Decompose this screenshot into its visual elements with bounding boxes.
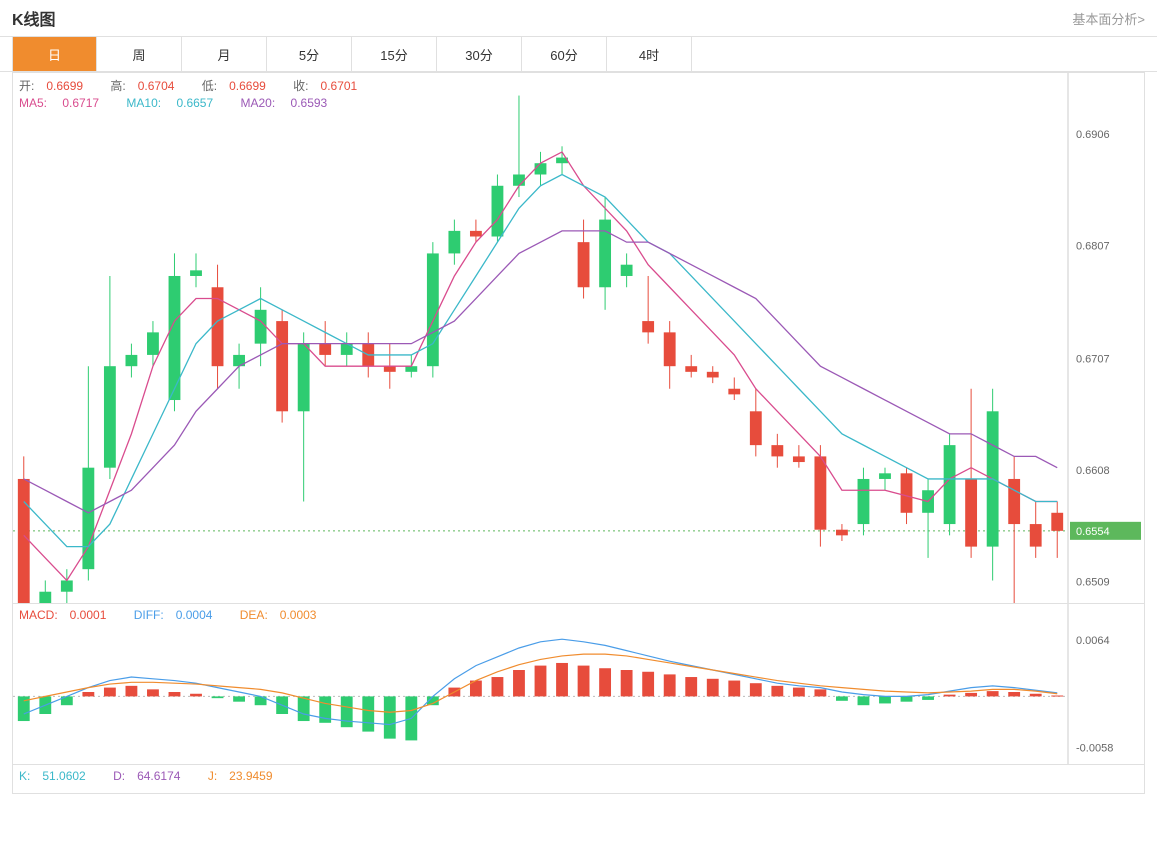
- tab-5分[interactable]: 5分: [267, 37, 352, 71]
- svg-text:0.6554: 0.6554: [1076, 526, 1110, 538]
- macd-info: MACD:0.0001 DIFF:0.0004 DEA:0.0003: [19, 608, 340, 624]
- svg-text:0.6509: 0.6509: [1076, 577, 1110, 589]
- svg-text:0.6807: 0.6807: [1076, 241, 1110, 253]
- kdj-chart[interactable]: K:51.0602 D:64.6174 J:23.9459: [13, 765, 1144, 793]
- svg-text:0.6608: 0.6608: [1076, 465, 1110, 477]
- tab-4时[interactable]: 4时: [607, 37, 692, 71]
- timeframe-tabs: 日周月5分15分30分60分4时: [0, 36, 1157, 72]
- svg-text:0.0064: 0.0064: [1076, 635, 1110, 647]
- tab-30分[interactable]: 30分: [437, 37, 522, 71]
- svg-text:0.6906: 0.6906: [1076, 129, 1110, 141]
- tab-周[interactable]: 周: [97, 37, 182, 71]
- analysis-link[interactable]: 基本面分析>: [1072, 9, 1145, 28]
- candlestick-chart[interactable]: 开:0.6699 高:0.6704 低:0.6699 收:0.6701 MA5:…: [13, 73, 1144, 604]
- macd-chart[interactable]: MACD:0.0001 DIFF:0.0004 DEA:0.0003 -0.00…: [13, 604, 1144, 765]
- tab-日[interactable]: 日: [12, 37, 97, 71]
- tab-月[interactable]: 月: [182, 37, 267, 71]
- page-title: K线图: [12, 6, 56, 30]
- tab-15分[interactable]: 15分: [352, 37, 437, 71]
- kdj-info: K:51.0602 D:64.6174 J:23.9459: [19, 769, 297, 785]
- ohlc-info: 开:0.6699 高:0.6704 低:0.6699 收:0.6701 MA5:…: [19, 77, 381, 112]
- tab-60分[interactable]: 60分: [522, 37, 607, 71]
- svg-text:-0.0058: -0.0058: [1076, 742, 1113, 754]
- svg-text:0.6707: 0.6707: [1076, 353, 1110, 365]
